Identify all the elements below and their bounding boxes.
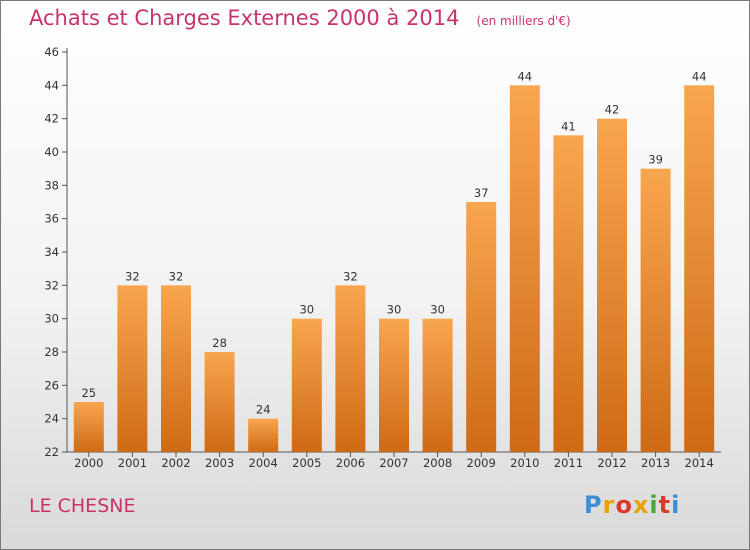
chart-unit: (en milliers d'€) <box>476 14 571 28</box>
x-tick-label: 2007 <box>379 456 408 470</box>
bar-2011 <box>553 135 584 453</box>
value-label: 41 <box>561 119 576 133</box>
value-label: 30 <box>430 303 445 317</box>
proxiti-logo[interactable]: Proxiti <box>584 491 680 519</box>
value-label: 32 <box>343 269 358 283</box>
y-tick-label: 38 <box>44 178 59 192</box>
x-tick-label: 2014 <box>685 456 714 470</box>
value-label: 28 <box>212 336 227 350</box>
y-tick-label: 46 <box>44 45 59 59</box>
x-tick-label: 2012 <box>597 456 626 470</box>
bar-2001 <box>117 285 148 452</box>
value-label: 30 <box>387 303 402 317</box>
y-tick-label: 40 <box>44 145 59 159</box>
x-tick-label: 2000 <box>74 456 103 470</box>
bar-2013 <box>640 168 671 452</box>
value-label: 44 <box>517 69 532 83</box>
value-label: 37 <box>474 186 489 200</box>
chart-title: Achats et Charges Externes 2000 à 2014 <box>29 6 460 30</box>
bar-2014 <box>684 85 715 452</box>
x-tick-label: 2008 <box>423 456 452 470</box>
bar-2008 <box>422 318 453 452</box>
x-tick-label: 2009 <box>467 456 496 470</box>
y-tick-label: 24 <box>44 412 59 426</box>
x-tick-label: 2003 <box>205 456 234 470</box>
bar-2005 <box>291 318 322 452</box>
logo-letter: x <box>632 491 650 519</box>
bar-2012 <box>597 118 627 453</box>
y-tick-label: 44 <box>44 78 59 92</box>
logo-letter: P <box>584 491 603 519</box>
value-label: 39 <box>648 153 663 167</box>
y-tick-label: 22 <box>44 445 59 459</box>
x-tick-label: 2013 <box>641 456 670 470</box>
logo-letter: r <box>602 491 616 519</box>
y-tick-label: 34 <box>44 245 59 259</box>
bar-2006 <box>335 285 366 452</box>
x-tick-label: 2001 <box>118 456 147 470</box>
value-label: 42 <box>605 103 620 117</box>
x-tick-label: 2005 <box>292 456 321 470</box>
bar-2004 <box>248 418 279 452</box>
value-label: 24 <box>256 403 271 417</box>
value-label: 32 <box>125 269 140 283</box>
value-label: 25 <box>81 386 96 400</box>
x-tick-label: 2002 <box>161 456 190 470</box>
logo-letter: o <box>615 491 633 519</box>
x-tick-label: 2010 <box>510 456 539 470</box>
y-tick-label: 30 <box>44 312 59 326</box>
logo-letter: t <box>658 491 672 519</box>
logo-letter: i <box>649 491 659 519</box>
y-tick-label: 32 <box>44 278 59 292</box>
logo-letter: i <box>671 491 681 519</box>
chart-title-block: Achats et Charges Externes 2000 à 2014 (… <box>29 6 571 30</box>
y-tick-label: 26 <box>44 378 59 392</box>
bar-2009 <box>466 202 497 452</box>
bar-2002 <box>161 285 191 452</box>
x-tick-label: 2004 <box>249 456 278 470</box>
x-tick-label: 2011 <box>554 456 583 470</box>
value-label: 32 <box>169 269 184 283</box>
bar-2000 <box>73 402 104 452</box>
commune-name: LE CHESNE <box>29 495 136 517</box>
bar-2010 <box>509 85 540 452</box>
x-tick-label: 2006 <box>336 456 365 470</box>
y-tick-label: 28 <box>44 345 59 359</box>
bar-2007 <box>379 318 409 452</box>
y-tick-label: 36 <box>44 212 59 226</box>
value-label: 30 <box>299 303 314 317</box>
bar-2003 <box>204 352 235 452</box>
value-label: 44 <box>692 69 707 83</box>
y-tick-label: 42 <box>44 112 59 126</box>
